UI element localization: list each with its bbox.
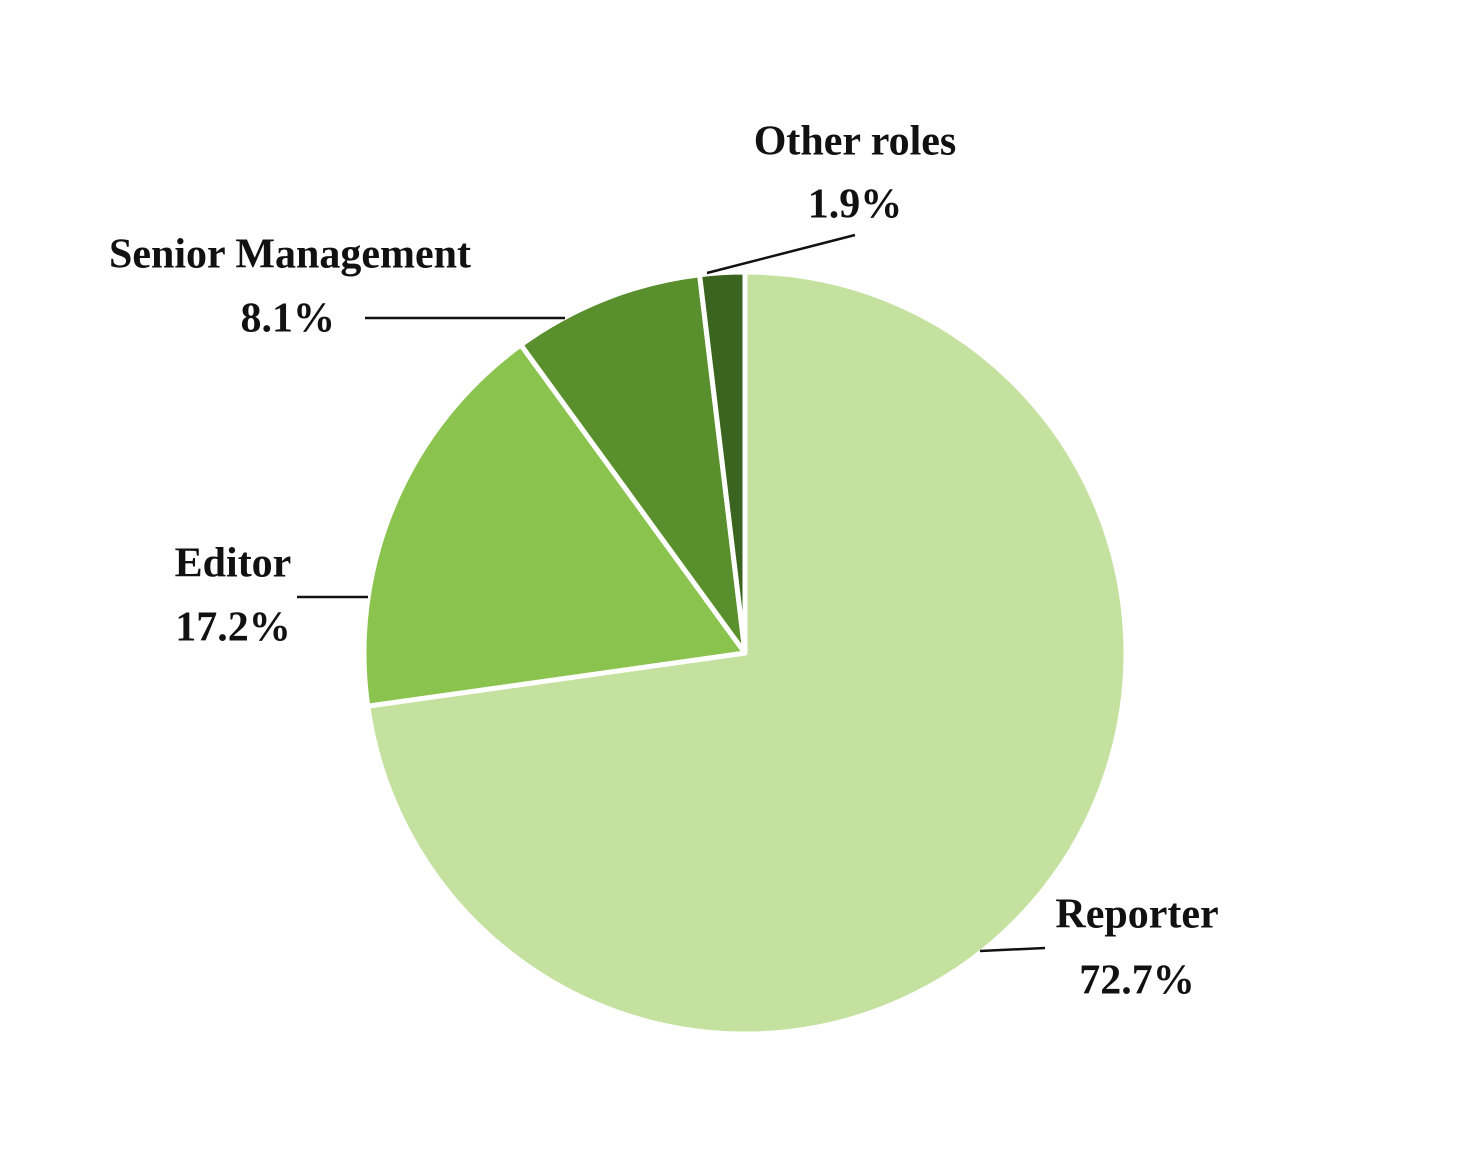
pie-slice [518, 272, 748, 656]
slice-value-label: 1.9% [808, 182, 903, 228]
pie-slice [697, 269, 748, 656]
slice-label: Reporter [1055, 892, 1218, 938]
slice-label: Other roles [754, 119, 957, 165]
slice-label: Editor [175, 541, 292, 587]
leader-line [706, 233, 856, 275]
leader-line [979, 946, 1046, 953]
slice-value-label: 8.1% [241, 296, 336, 342]
slice-value-label: 72.7% [1079, 958, 1195, 1004]
slice-label: Senior Management [109, 232, 471, 278]
pie-slice [361, 342, 748, 709]
slice-value-label: 17.2% [175, 605, 291, 651]
